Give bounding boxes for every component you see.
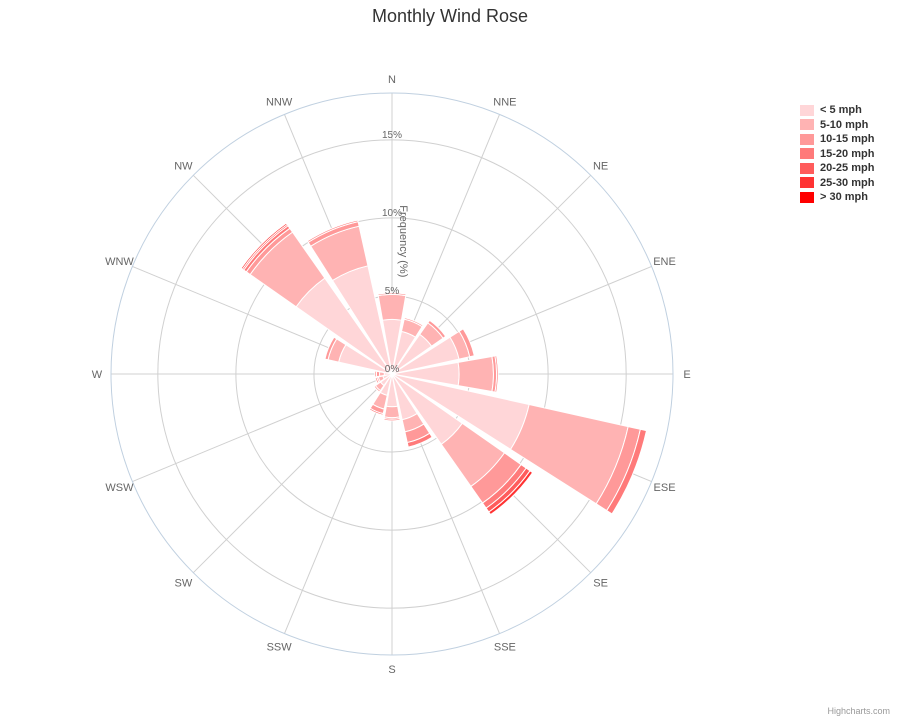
wedge-e-s3[interactable] [494,355,499,393]
legend-label: 15-20 mph [820,147,875,160]
tick-label-0: 0% [385,364,400,375]
legend-swatch [800,162,814,174]
legend-item-0[interactable]: < 5 mph [800,103,874,118]
direction-label-nw: NW [174,160,193,172]
wedge-wsw-s3[interactable] [374,376,380,384]
grid-layer [110,92,674,656]
wedge-wnw-s2[interactable] [324,336,338,361]
legend-label: > 30 mph [820,191,868,204]
direction-label-se: SE [593,578,608,590]
direction-label-ese: ESE [654,482,676,494]
credits-link[interactable]: Highcharts.com [827,706,890,716]
legend-item-2[interactable]: 10-15 mph [800,132,874,147]
direction-label-ene: ENE [653,256,676,268]
wedge-n-s1[interactable] [377,293,407,321]
direction-label-ssw: SSW [267,642,293,654]
legend: < 5 mph 5-10 mph 10-15 mph 15-20 mph 20-25 m… [800,103,874,205]
wedge-nw-s5[interactable] [240,222,288,270]
wedge-ssw-s3[interactable] [368,407,384,416]
wedge-s-s3[interactable] [383,418,401,422]
grid-circle-3 [157,139,627,609]
wedge-e-s1[interactable] [457,355,494,393]
wedge-n-s2[interactable] [377,292,407,297]
direction-label-wsw: WSW [105,482,134,494]
direction-label-s: S [388,664,395,676]
wedge-s-s1[interactable] [383,405,401,419]
wedge-ene-s2[interactable] [458,328,475,358]
grid-circle-2 [235,217,549,531]
labels-layer: N NNE NE ENE E ESE SE SSE S SSW SW WSW W WNW NW NNW 0% 5%… [92,74,691,676]
legend-item-5[interactable]: 25-30 mph [800,176,874,191]
wedge-w-s3[interactable] [374,370,378,378]
spoke-wsw [132,373,393,482]
legend-swatch [800,177,814,189]
direction-label-ne: NE [593,160,608,172]
tick-label-2: 10% [382,208,402,219]
wedge-nnw-s3[interactable] [306,219,359,243]
legend-item-6[interactable]: > 30 mph [800,190,874,205]
bars-layer [240,219,648,516]
legend-label: 5-10 mph [820,118,869,131]
spoke-sw [192,373,393,574]
outer-boundary [110,92,674,656]
direction-label-n: N [388,74,396,86]
direction-label-sw: SW [175,578,193,590]
axis-title: Frequency (%) [397,205,409,277]
wedge-nne-s2[interactable] [403,317,424,328]
wedge-ese-s3[interactable] [606,428,648,515]
direction-label-wnw: WNW [105,256,134,268]
legend-swatch [800,119,814,131]
legend-item-1[interactable]: 5-10 mph [800,118,874,133]
direction-label-sse: SSE [494,642,516,654]
chart-title: Monthly Wind Rose [371,6,529,26]
legend-swatch [800,191,814,203]
direction-label-nne: NNE [493,96,516,108]
legend-item-4[interactable]: 20-25 mph [800,161,874,176]
wedge-ne-s2[interactable] [427,319,447,339]
wedge-sse-s3[interactable] [406,432,433,448]
legend-swatch [800,148,814,160]
legend-label: 10-15 mph [820,133,875,146]
legend-label: < 5 mph [820,104,862,117]
direction-label-e: E [683,369,690,381]
legend-swatch [800,133,814,145]
wedge-sw-s3[interactable] [373,384,382,393]
legend-label: 25-30 mph [820,176,875,189]
legend-swatch [800,104,814,116]
tick-label-3: 15% [382,130,402,141]
direction-label-nnw: NNW [266,96,293,108]
legend-label: 20-25 mph [820,162,875,175]
direction-label-w: W [92,369,103,381]
wedge-se-s5[interactable] [488,470,534,516]
tick-label-1: 5% [385,286,400,297]
legend-item-3[interactable]: 15-20 mph [800,147,874,162]
